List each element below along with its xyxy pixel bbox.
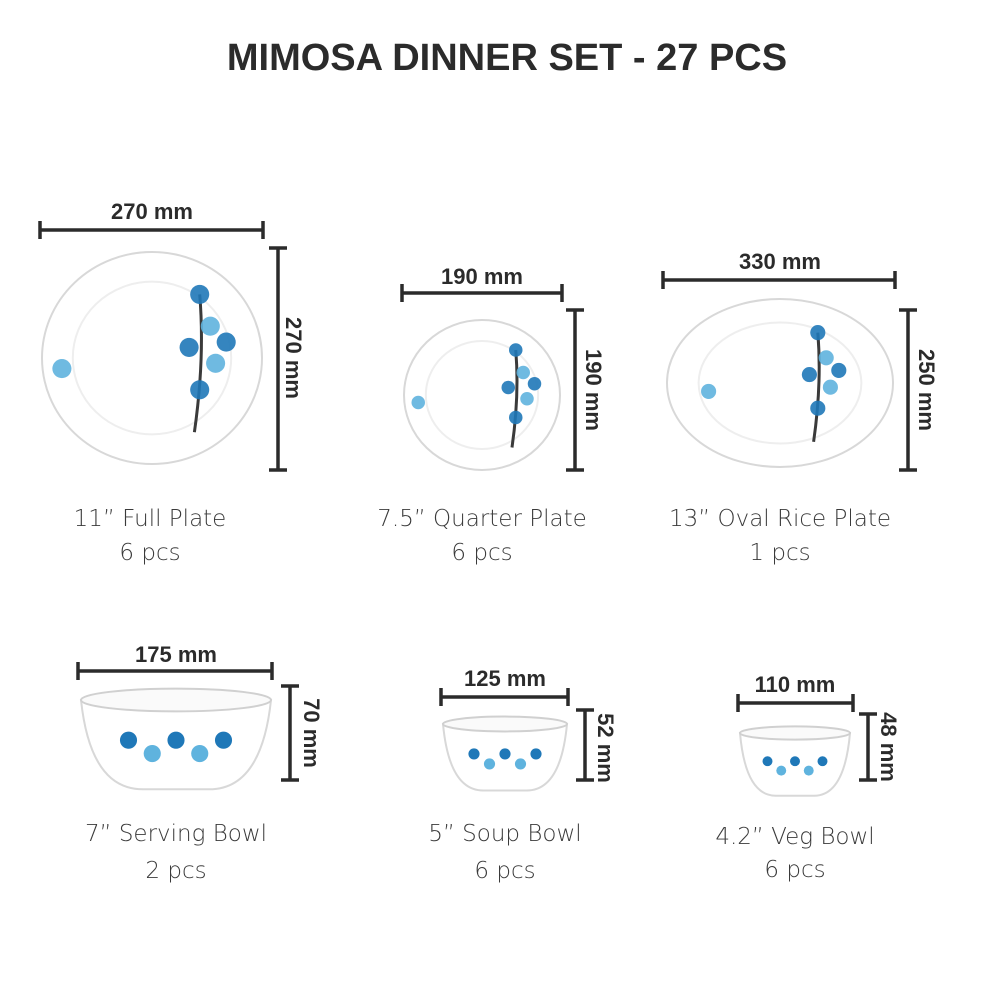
flower: [468, 748, 480, 760]
flower: [190, 380, 210, 400]
flower: [509, 343, 523, 357]
flower: [810, 400, 826, 416]
flower: [530, 748, 542, 760]
flower: [216, 332, 236, 352]
width-label: 175 mm: [135, 642, 217, 667]
flower: [119, 731, 138, 749]
flower: [411, 395, 425, 410]
item-name: 7.5” Quarter Plate: [377, 506, 587, 532]
flower: [817, 756, 828, 767]
height-label: 250 mm: [914, 349, 939, 431]
bowl-rim: [80, 687, 272, 713]
item-count: 6 pcs: [119, 540, 180, 566]
flower: [776, 765, 787, 776]
bowl-rim: [739, 725, 851, 741]
width-label: 190 mm: [441, 264, 523, 289]
item-name: 5” Soup Bowl: [428, 821, 581, 847]
flower: [701, 383, 717, 399]
flower: [527, 377, 542, 391]
width-label: 270 mm: [111, 199, 193, 224]
flower: [179, 337, 199, 357]
flower: [190, 284, 210, 304]
item-name: 13” Oval Rice Plate: [669, 506, 891, 532]
flower: [762, 756, 773, 767]
flower: [520, 392, 534, 406]
item-count: 2 pcs: [145, 858, 206, 884]
branch: [192, 294, 203, 433]
flower: [516, 365, 530, 380]
plate-well: [424, 340, 540, 450]
flower: [143, 745, 161, 763]
flower: [803, 765, 814, 776]
item-count: 6 pcs: [474, 858, 535, 884]
flower: [509, 410, 523, 425]
flower: [191, 745, 209, 763]
plate-well: [697, 321, 863, 445]
flower: [810, 325, 826, 341]
bowl-rim: [442, 715, 568, 733]
item-count: 1 pcs: [749, 540, 810, 566]
title: MIMOSA DINNER SET - 27 PCS: [227, 37, 787, 79]
height-label: 70 mm: [299, 698, 324, 768]
item-count: 6 pcs: [764, 857, 825, 883]
item-name: 7” Serving Bowl: [85, 821, 267, 847]
item-name: 11” Full Plate: [74, 506, 227, 532]
width-label: 110 mm: [755, 672, 836, 697]
branch: [812, 332, 821, 443]
flower: [818, 350, 834, 366]
flower: [167, 731, 185, 749]
flower: [514, 758, 527, 770]
plate: [666, 298, 894, 468]
plate: [403, 319, 561, 471]
branch: [510, 349, 519, 448]
flower: [483, 758, 496, 770]
item-name: 4.2” Veg Bowl: [715, 824, 874, 850]
flower: [801, 367, 817, 383]
flower: [831, 362, 847, 378]
flower: [206, 353, 226, 373]
height-label: 52 mm: [593, 713, 618, 783]
height-label: 270 mm: [281, 317, 306, 399]
flower: [790, 756, 800, 767]
height-label: 190 mm: [581, 349, 606, 431]
plate-well: [71, 280, 233, 436]
flower: [52, 359, 72, 379]
flower: [200, 316, 220, 336]
item-count: 6 pcs: [451, 540, 512, 566]
width-label: 330 mm: [739, 249, 821, 274]
flower: [501, 380, 515, 395]
plate: [41, 251, 263, 465]
height-label: 48 mm: [876, 712, 901, 782]
width-label: 125 mm: [464, 666, 546, 691]
flower: [822, 379, 838, 395]
flower: [499, 748, 511, 760]
flower: [214, 731, 233, 749]
